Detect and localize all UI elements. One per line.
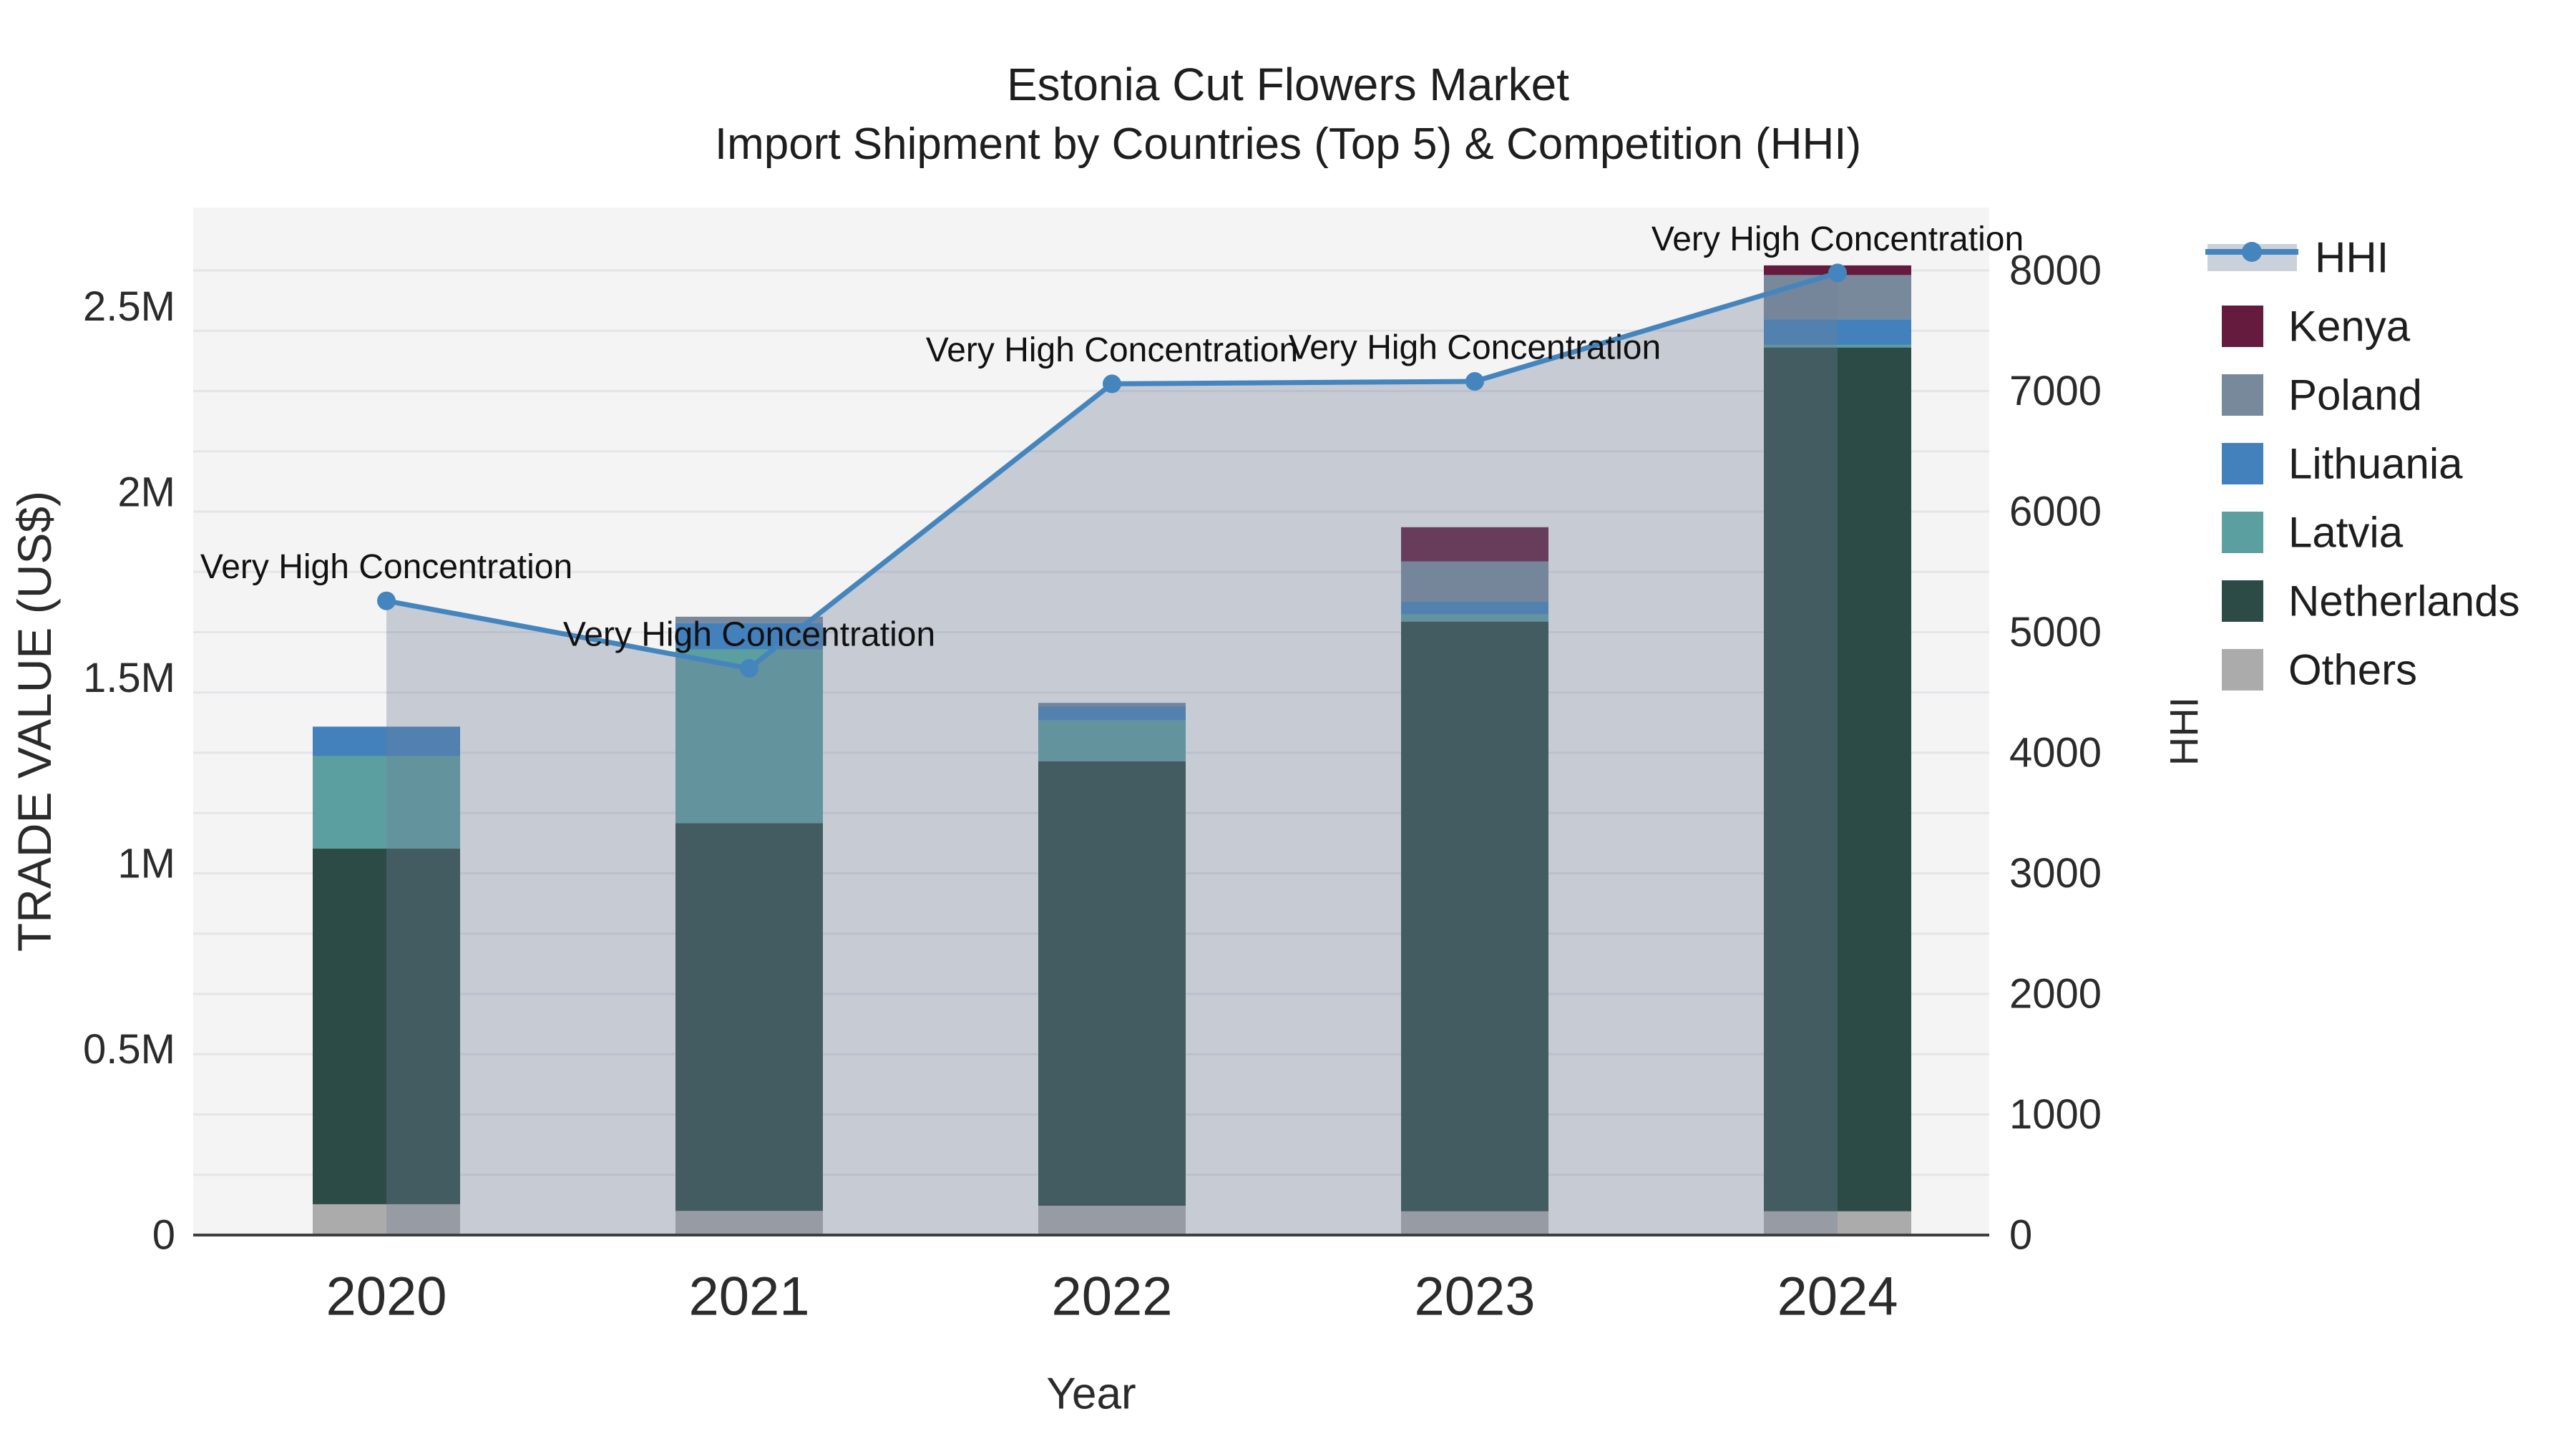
bar-2022-latvia[interactable] [1038,720,1186,761]
bar-2023-netherlands[interactable] [1401,621,1548,1211]
bar-2022-others[interactable] [1038,1205,1186,1235]
y-left-tick-1M: 1M [117,841,175,887]
y-left-tick-2.5M: 2.5M [83,283,175,330]
bar-2022-netherlands[interactable] [1038,761,1186,1206]
legend-item-hhi[interactable]: HHI [2205,234,2389,282]
bar-2024-poland[interactable] [1764,275,1911,320]
y-right-tick-1000: 1000 [2009,1091,2102,1138]
legend-label-hhi: HHI [2315,234,2389,282]
x-tick-2021: 2021 [688,1267,809,1327]
hhi-area-fill [386,273,1838,1235]
legend-label-kenya: Kenya [2288,303,2411,351]
bar-2023-others[interactable] [1401,1211,1548,1235]
annotation-2020: Very High Concentration [200,548,572,586]
legend-swatch-lithuania [2222,443,2263,484]
legend-label-others: Others [2288,646,2417,694]
x-axis-title: Year [1046,1370,1136,1419]
annotation-2024: Very High Concentration [1652,220,2024,258]
hhi-marker-2020[interactable] [377,591,396,610]
bar-2021-others[interactable] [675,1211,823,1235]
bar-2020-latvia[interactable] [313,756,460,849]
bar-2023-latvia[interactable] [1401,614,1548,622]
y-right-tick-7000: 7000 [2009,368,2102,414]
y-left-tick-0.5M: 0.5M [83,1026,175,1073]
x-tick-2020: 2020 [326,1267,447,1327]
bar-2020-lithuania[interactable] [313,726,460,756]
bar-2022-poland[interactable] [1038,703,1186,707]
hhi-marker-2023[interactable] [1465,372,1484,391]
legend-swatch-latvia [2222,512,2263,553]
annotation-2023: Very High Concentration [1289,329,1661,367]
legend-swatch-poland [2222,374,2263,416]
y-left-tick-1.5M: 1.5M [83,655,175,701]
bar-2021-latvia[interactable] [675,649,823,824]
legend-item-netherlands[interactable]: Netherlands [2222,577,2520,625]
legend-swatch-others [2222,649,2263,691]
bar-2021-netherlands[interactable] [675,823,823,1211]
bar-2023-kenya[interactable] [1401,527,1548,562]
y-right-tick-3000: 3000 [2009,850,2102,897]
legend-item-latvia[interactable]: Latvia [2222,509,2404,557]
legend-marker-icon [2242,242,2262,262]
bar-2024-netherlands[interactable] [1764,347,1911,1211]
x-tick-2023: 2023 [1414,1267,1535,1327]
y-right-tick-5000: 5000 [2009,609,2102,655]
chart-title-line2: Import Shipment by Countries (Top 5) & C… [715,119,1861,169]
x-tick-2022: 2022 [1051,1267,1172,1327]
y-right-tick-6000: 6000 [2009,489,2102,535]
y-right-tick-2000: 2000 [2009,971,2102,1018]
legend-item-lithuania[interactable]: Lithuania [2222,440,2463,488]
bar-2023-lithuania[interactable] [1401,601,1548,615]
legend-label-latvia: Latvia [2288,509,2404,557]
y-right-tick-0: 0 [2009,1212,2032,1259]
hhi-marker-2024[interactable] [1828,263,1847,283]
legend-item-kenya[interactable]: Kenya [2222,303,2411,351]
hhi-marker-2021[interactable] [740,659,758,678]
bar-2022-lithuania[interactable] [1038,706,1186,721]
chart-title-line1: Estonia Cut Flowers Market [1007,59,1569,110]
bar-2023-poland[interactable] [1401,561,1548,602]
y-left-tick-2M: 2M [117,469,175,516]
bar-2024-others[interactable] [1764,1211,1911,1235]
legend-item-others[interactable]: Others [2222,646,2417,694]
legend-label-poland: Poland [2288,371,2422,419]
legend-swatch-kenya [2222,306,2263,347]
y-left-axis-title: TRADE VALUE (US$) [8,491,61,952]
bar-2020-others[interactable] [313,1204,460,1235]
annotation-2021: Very High Concentration [563,616,935,654]
y-right-tick-8000: 8000 [2009,248,2102,294]
bar-2024-lithuania[interactable] [1764,319,1911,345]
y-left-tick-0: 0 [152,1212,175,1259]
hhi-marker-2022[interactable] [1103,374,1121,394]
legend-swatch-netherlands [2222,580,2263,622]
annotation-2022: Very High Concentration [926,331,1298,369]
bar-2020-netherlands[interactable] [313,848,460,1204]
y-right-axis-title: HHI [2162,697,2207,766]
bar-2021-poland[interactable] [675,616,823,623]
legend-label-netherlands: Netherlands [2288,577,2520,625]
bar-2024-latvia[interactable] [1764,344,1911,348]
legend-label-lithuania: Lithuania [2288,440,2463,488]
x-tick-2024: 2024 [1777,1267,1898,1327]
y-right-tick-4000: 4000 [2009,730,2102,776]
legend-item-poland[interactable]: Poland [2222,371,2422,419]
